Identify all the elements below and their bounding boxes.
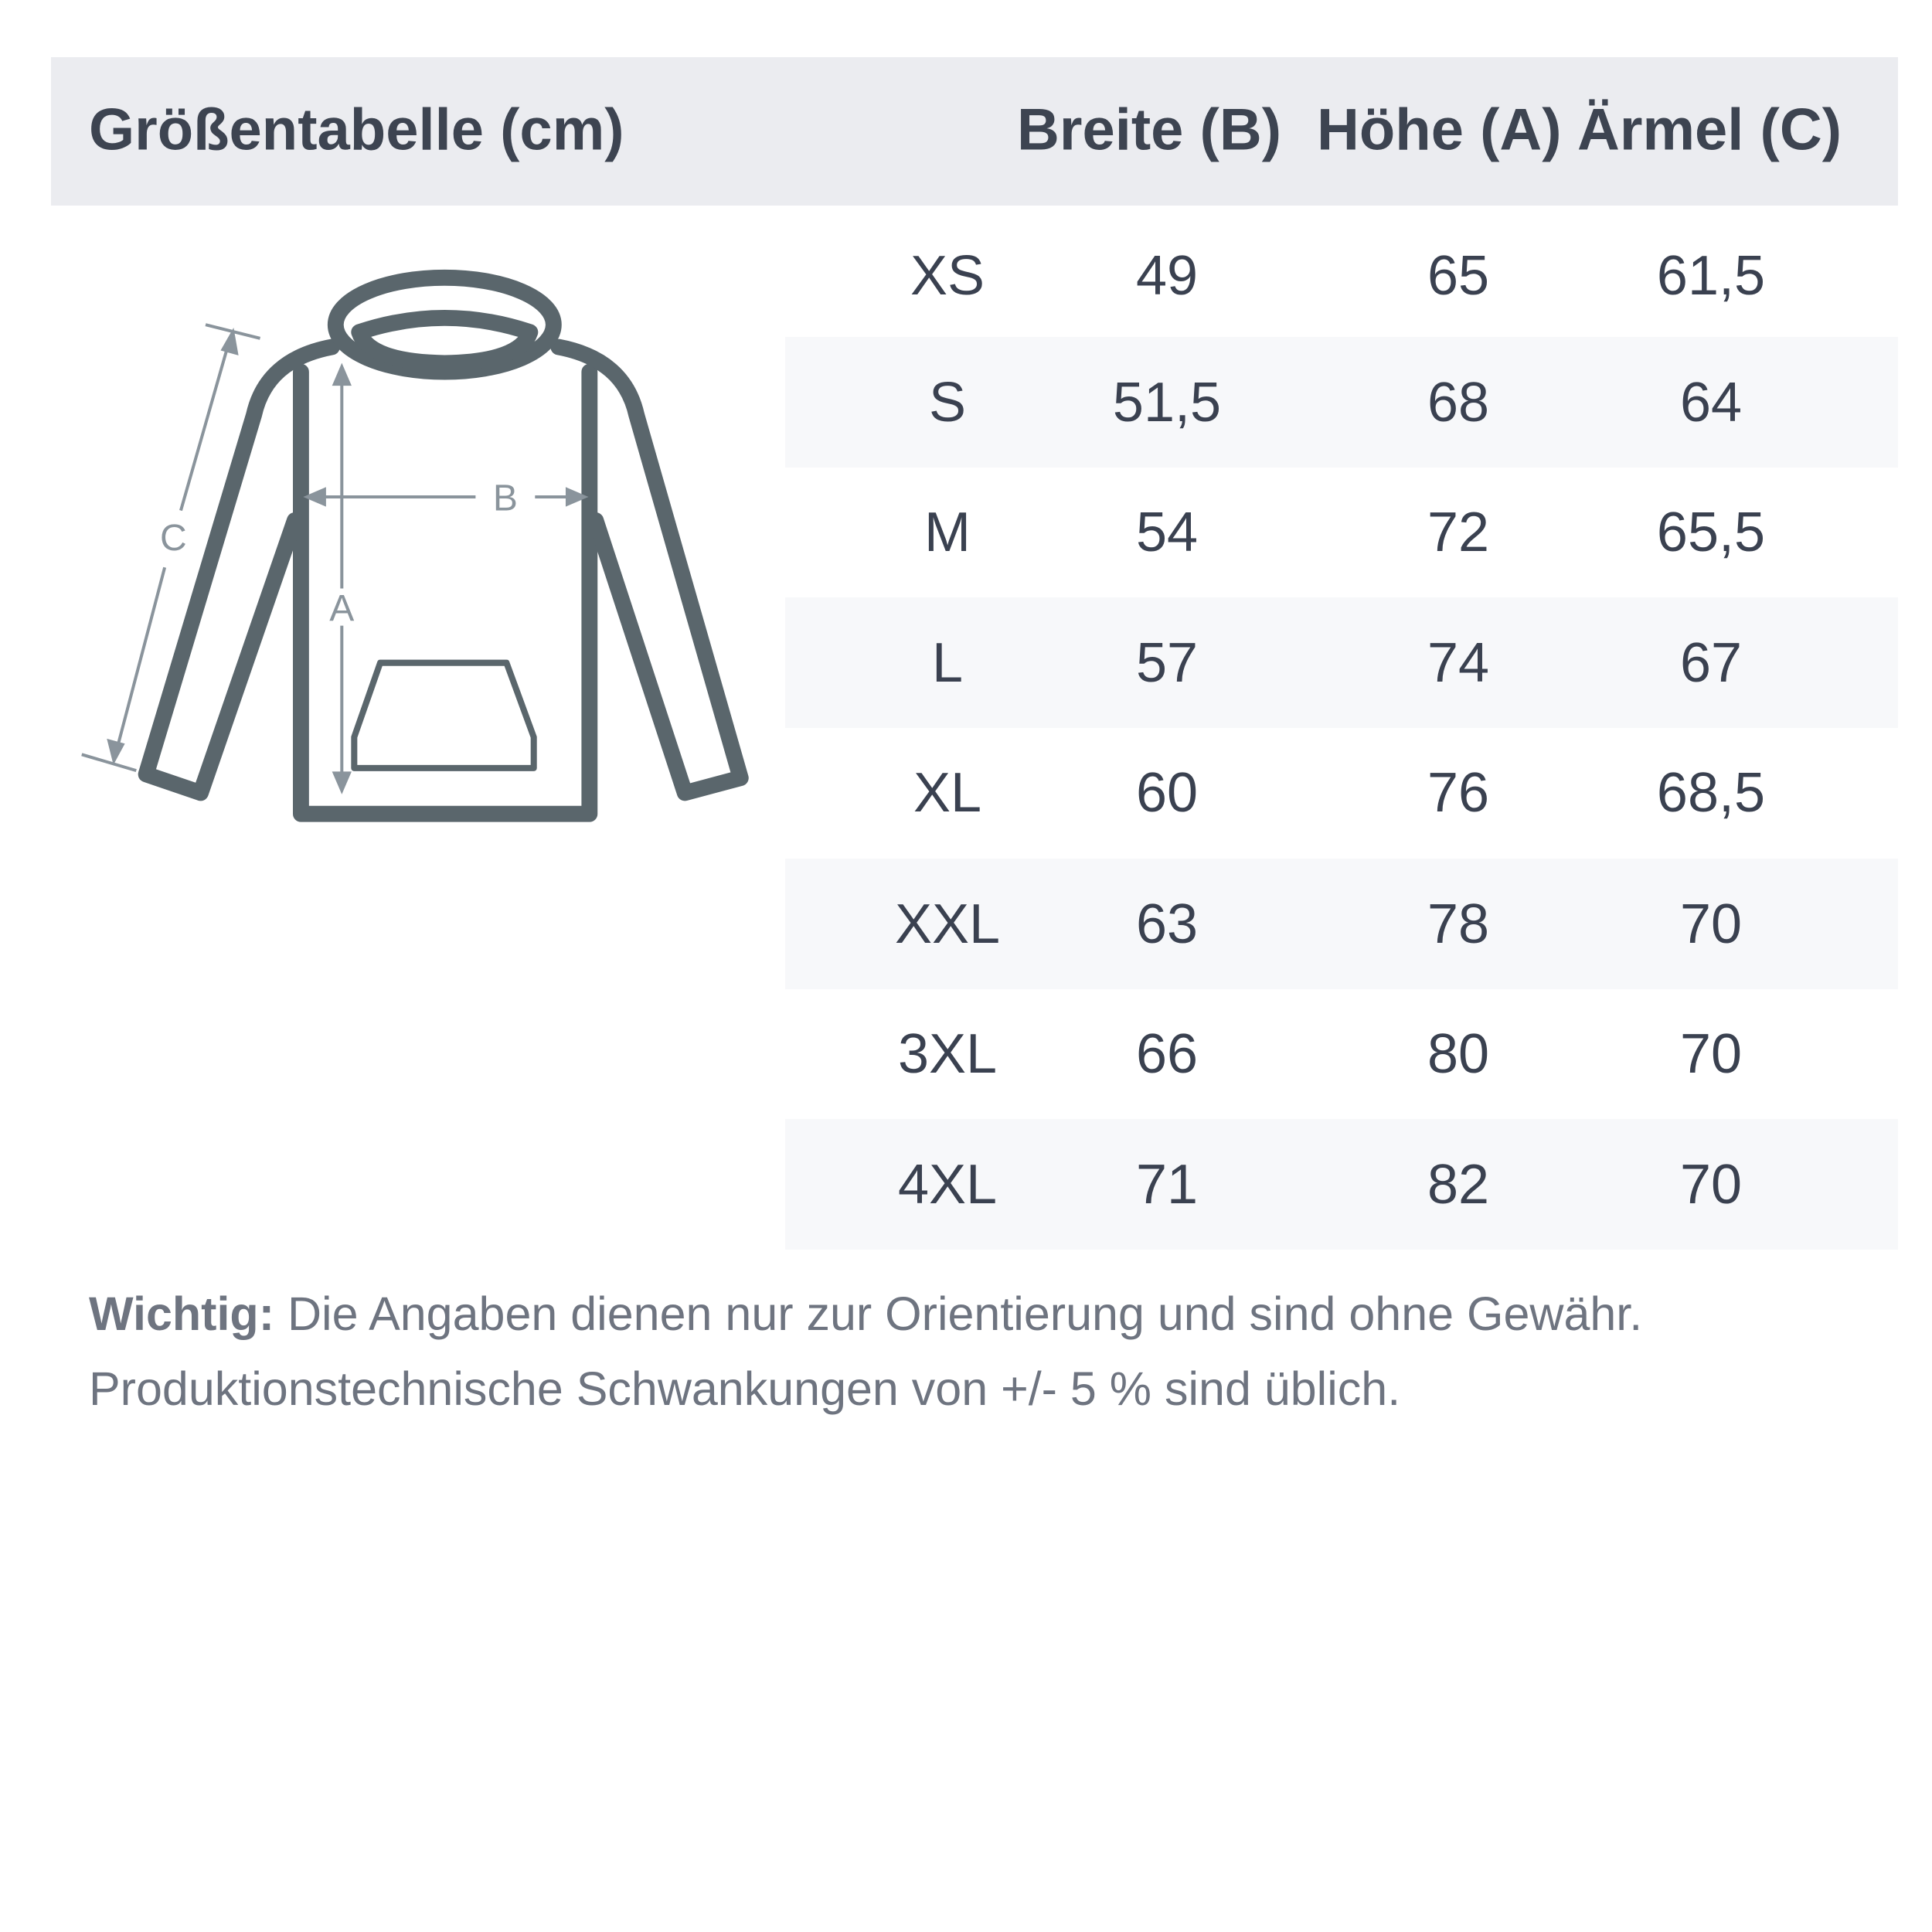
hoodie-left-sleeve bbox=[138, 338, 340, 801]
page-title: Größentabelle (cm) bbox=[89, 97, 624, 163]
cell-hoehe: 74 bbox=[1427, 631, 1490, 694]
measure-a-label: A bbox=[329, 587, 354, 629]
cell-breite: 51,5 bbox=[1112, 371, 1222, 434]
cell-size: 3XL bbox=[897, 1022, 998, 1085]
cell-hoehe: 78 bbox=[1427, 893, 1490, 955]
cell-aermel: 61,5 bbox=[1656, 244, 1766, 307]
arrow-head bbox=[565, 487, 589, 507]
cell-aermel: 70 bbox=[1679, 893, 1743, 955]
note-line-2: Produktionstechnische Schwankungen von +… bbox=[89, 1362, 1401, 1415]
cell-hoehe: 65 bbox=[1427, 244, 1490, 307]
cell-hoehe: 80 bbox=[1427, 1022, 1490, 1085]
hoodie-diagram: A B C bbox=[81, 269, 749, 822]
table-row: L 57 74 67 bbox=[785, 597, 1898, 728]
cell-breite: 71 bbox=[1135, 1153, 1199, 1216]
cell-aermel: 65,5 bbox=[1656, 501, 1766, 563]
hoodie-pocket bbox=[351, 659, 537, 771]
cell-breite: 60 bbox=[1135, 761, 1199, 824]
cell-hoehe: 68 bbox=[1427, 371, 1490, 434]
measure-c-label: C bbox=[160, 517, 187, 559]
arrow-head bbox=[220, 328, 239, 355]
hoodie-hood bbox=[327, 269, 562, 380]
cell-aermel: 67 bbox=[1679, 631, 1743, 694]
cell-size: XXL bbox=[894, 893, 1001, 955]
cell-size: M bbox=[924, 501, 971, 563]
cell-size: XS bbox=[910, 244, 985, 307]
cell-breite: 54 bbox=[1135, 501, 1199, 563]
table-header bbox=[51, 57, 1898, 206]
cell-hoehe: 82 bbox=[1427, 1153, 1490, 1216]
hoodie-body-outline bbox=[293, 363, 598, 822]
cell-aermel: 70 bbox=[1679, 1153, 1743, 1216]
arrow-head bbox=[332, 362, 352, 386]
table-row: 3XL 66 80 70 bbox=[785, 988, 1898, 1119]
table-row: XL 60 76 68,5 bbox=[785, 727, 1898, 858]
measure-b-label: B bbox=[493, 478, 518, 519]
cell-breite: 57 bbox=[1135, 631, 1199, 694]
hoodie-hood-opening bbox=[351, 309, 539, 372]
cell-hoehe: 72 bbox=[1427, 501, 1490, 563]
arrow-head bbox=[303, 487, 326, 507]
cell-aermel: 64 bbox=[1679, 371, 1743, 434]
table-row: XXL 63 78 70 bbox=[785, 859, 1898, 989]
column-header-breite: Breite (B) bbox=[1017, 97, 1282, 163]
column-header-aermel: Ärmel (C) bbox=[1577, 97, 1842, 163]
cell-breite: 66 bbox=[1135, 1022, 1199, 1085]
column-header-hoehe: Höhe (A) bbox=[1317, 97, 1562, 163]
note-text: Die Angaben dienen nur zur Orientierung … bbox=[274, 1287, 1643, 1340]
cell-hoehe: 76 bbox=[1427, 761, 1490, 824]
cell-size: XL bbox=[913, 761, 982, 824]
arrow-head bbox=[107, 738, 125, 765]
cell-breite: 63 bbox=[1135, 893, 1199, 955]
note-line-1: Wichtig: Die Angaben dienen nur zur Orie… bbox=[89, 1287, 1642, 1341]
table-row: M 54 72 65,5 bbox=[785, 467, 1898, 597]
cell-size: S bbox=[928, 371, 967, 434]
measure-c-line bbox=[179, 336, 233, 512]
cell-size: 4XL bbox=[897, 1153, 998, 1216]
arrow-head bbox=[332, 771, 352, 794]
hoodie-right-sleeve bbox=[550, 338, 749, 801]
note-bold-label: Wichtig: bbox=[89, 1287, 275, 1340]
cell-aermel: 70 bbox=[1679, 1022, 1743, 1085]
table-row: S 51,5 68 64 bbox=[785, 337, 1898, 468]
cell-size: L bbox=[931, 631, 964, 694]
cell-aermel: 68,5 bbox=[1656, 761, 1766, 824]
table-row: 4XL 71 82 70 bbox=[785, 1119, 1898, 1250]
cell-breite: 49 bbox=[1135, 244, 1199, 307]
table-row: XS 49 65 61,5 bbox=[785, 210, 1898, 341]
